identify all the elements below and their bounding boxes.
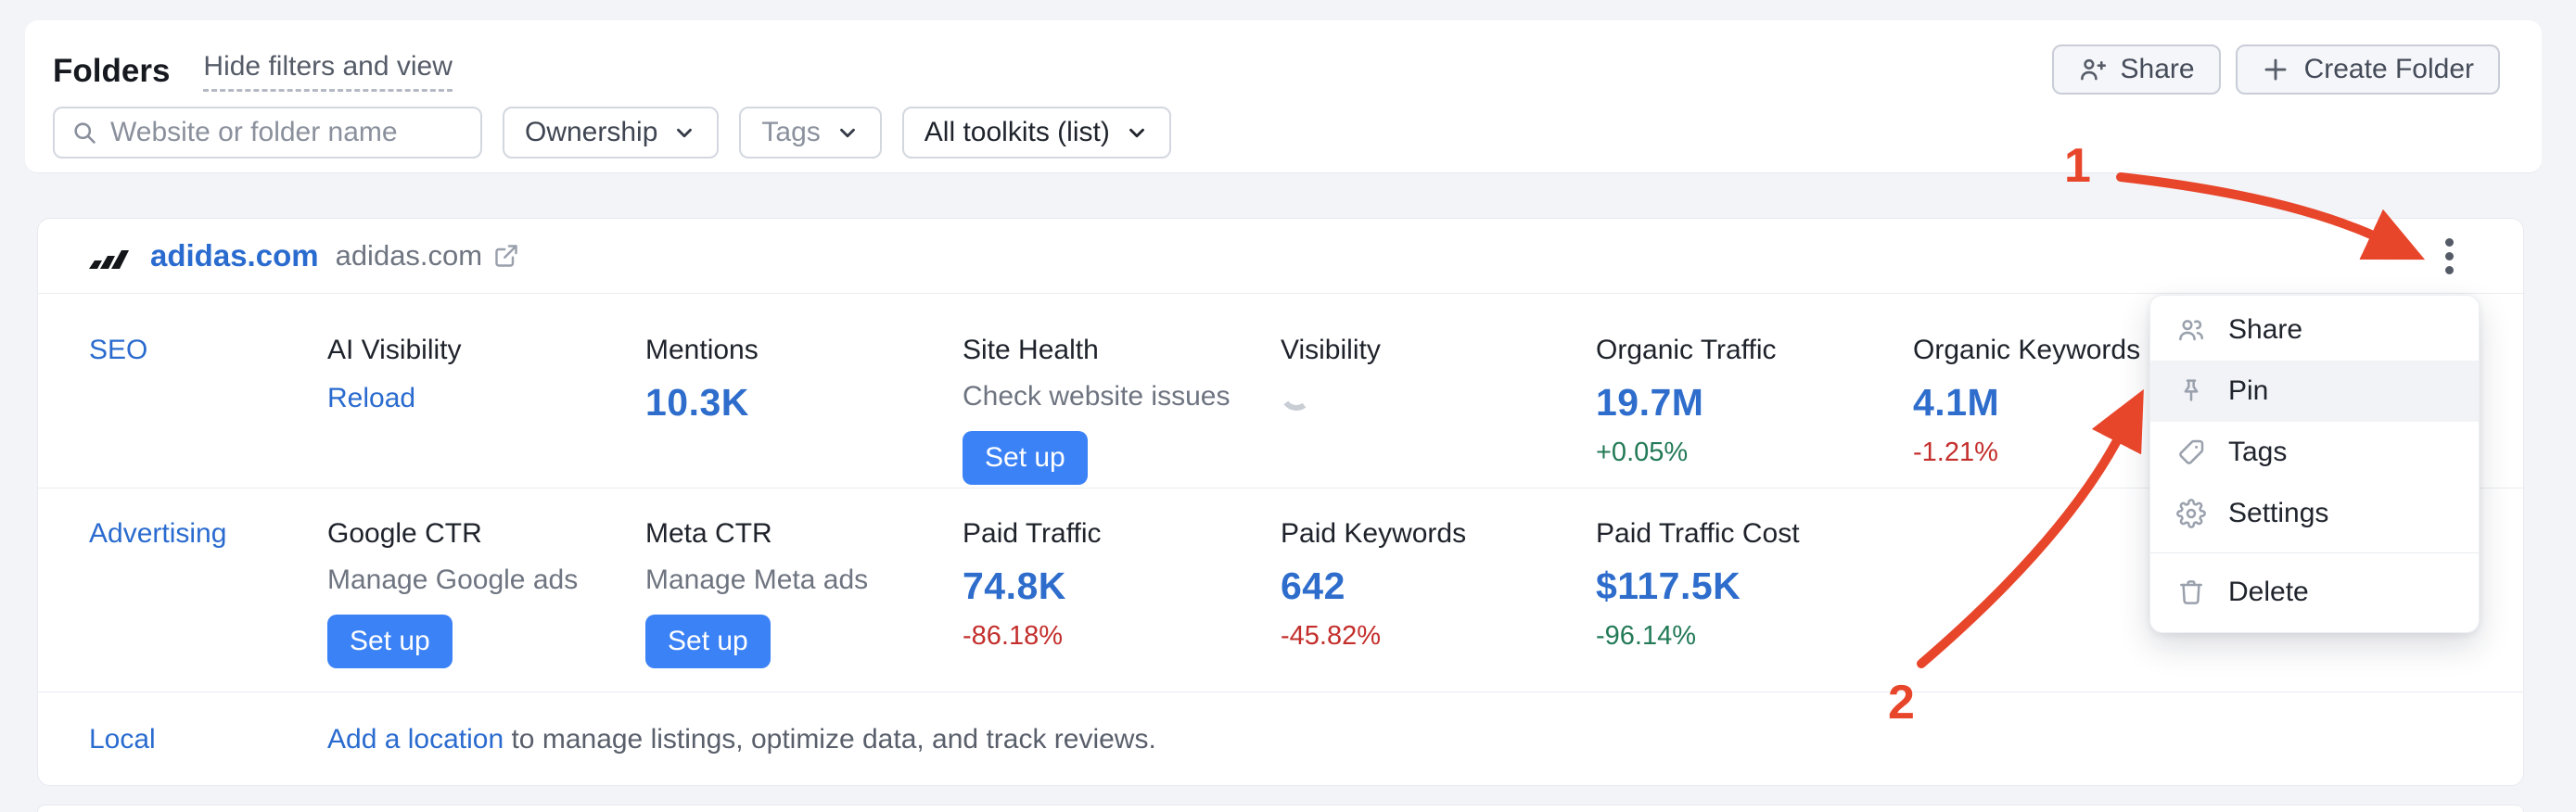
filters-panel: Folders Hide filters and view Ownership … [25, 20, 2542, 173]
folder-name-link[interactable]: adidas.com [150, 238, 319, 273]
metric-meta-ctr: Meta CTR Manage Meta ads Set up [645, 518, 963, 668]
mentions-value: 10.3K [645, 381, 749, 424]
paid-traffic-change: -86.18% [963, 621, 1281, 652]
menu-item-tags-label: Tags [2228, 437, 2287, 468]
menu-item-pin[interactable]: Pin [2150, 361, 2479, 422]
ownership-filter-dropdown[interactable]: Ownership [503, 107, 719, 159]
metric-google-ctr: Google CTR Manage Google ads Set up [327, 518, 645, 668]
folder-domain: adidas.com [336, 239, 483, 273]
menu-item-delete[interactable]: Delete [2150, 562, 2479, 623]
pin-icon [2176, 376, 2206, 406]
menu-item-delete-label: Delete [2228, 577, 2309, 608]
gear-icon [2176, 499, 2206, 528]
folder-context-menu: Share Pin Tags Settings Delete [2149, 295, 2480, 633]
search-input[interactable] [110, 117, 464, 148]
organic-keywords-value: 4.1M [1913, 381, 1999, 424]
metric-paid-traffic-cost: Paid Traffic Cost $117.5K -96.14% [1596, 518, 1913, 652]
folder-card-header: adidas.com adidas.com [38, 219, 2523, 294]
paid-traffic-cost-change: -96.14% [1596, 621, 1913, 652]
menu-item-settings[interactable]: Settings [2150, 483, 2479, 544]
adidas-logo [89, 243, 132, 269]
share-button-label: Share [2121, 54, 2195, 85]
chevron-down-icon [1125, 121, 1149, 145]
page-title: Folders [53, 53, 170, 90]
plus-icon [2262, 56, 2289, 83]
organic-traffic-change: +0.05% [1596, 438, 1913, 468]
chevron-down-icon [835, 121, 860, 145]
menu-item-share-label: Share [2228, 314, 2302, 346]
metric-mentions: Mentions 10.3K [645, 335, 963, 425]
chevron-down-icon [672, 121, 696, 145]
loading-spinner [1279, 377, 1314, 412]
menu-item-tags[interactable]: Tags [2150, 422, 2479, 483]
tags-filter-label: Tags [761, 117, 820, 148]
toolkits-filter-label: All toolkits (list) [925, 117, 1110, 148]
metric-organic-traffic: Organic Traffic 19.7M +0.05% [1596, 335, 1913, 468]
folder-more-actions-button[interactable] [2429, 229, 2469, 283]
search-box[interactable] [53, 107, 482, 159]
create-folder-button[interactable]: Create Folder [2236, 44, 2500, 95]
menu-item-pin-label: Pin [2228, 375, 2268, 407]
local-description: to manage listings, optimize data, and t… [504, 724, 1156, 755]
google-ctr-setup-button[interactable]: Set up [327, 615, 453, 668]
organic-traffic-value: 19.7M [1596, 381, 1703, 424]
local-section-link[interactable]: Local [89, 724, 327, 755]
paid-keywords-value: 642 [1281, 565, 1345, 607]
local-section-row: Local Add a location to manage listings,… [38, 692, 2523, 787]
metric-visibility: Visibility [1281, 335, 1596, 411]
menu-item-settings-label: Settings [2228, 498, 2328, 529]
google-ctr-note: Manage Google ads [327, 565, 645, 596]
paid-traffic-value: 74.8K [963, 565, 1066, 607]
metric-site-health: Site Health Check website issues Set up [963, 335, 1281, 485]
toolkits-filter-dropdown[interactable]: All toolkits (list) [902, 107, 1171, 159]
share-button[interactable]: Share [2052, 44, 2221, 95]
paid-traffic-cost-value: $117.5K [1596, 565, 1741, 607]
tag-icon [2176, 438, 2206, 467]
meta-ctr-setup-button[interactable]: Set up [645, 615, 771, 668]
next-folder-card-edge [37, 805, 2524, 812]
search-icon [71, 120, 97, 146]
site-health-note: Check website issues [963, 381, 1281, 412]
paid-keywords-change: -45.82% [1281, 621, 1596, 652]
reload-link[interactable]: Reload [327, 383, 415, 414]
menu-item-share[interactable]: Share [2150, 299, 2479, 361]
site-health-setup-button[interactable]: Set up [963, 431, 1088, 485]
metric-paid-traffic: Paid Traffic 74.8K -86.18% [963, 518, 1281, 652]
meta-ctr-note: Manage Meta ads [645, 565, 963, 596]
ownership-filter-label: Ownership [525, 117, 657, 148]
create-folder-button-label: Create Folder [2304, 54, 2474, 85]
people-icon [2176, 315, 2206, 345]
add-location-link[interactable]: Add a location [327, 724, 504, 755]
menu-separator [2150, 552, 2479, 553]
tags-filter-dropdown[interactable]: Tags [739, 107, 881, 159]
hide-filters-link[interactable]: Hide filters and view [203, 51, 452, 92]
person-plus-icon [2078, 56, 2106, 83]
advertising-section-link[interactable]: Advertising [89, 518, 327, 550]
external-link-icon[interactable] [493, 243, 519, 269]
trash-icon [2176, 577, 2206, 607]
seo-section-link[interactable]: SEO [89, 335, 327, 366]
metric-paid-keywords: Paid Keywords 642 -45.82% [1281, 518, 1596, 652]
metric-ai-visibility: AI Visibility Reload [327, 335, 645, 414]
